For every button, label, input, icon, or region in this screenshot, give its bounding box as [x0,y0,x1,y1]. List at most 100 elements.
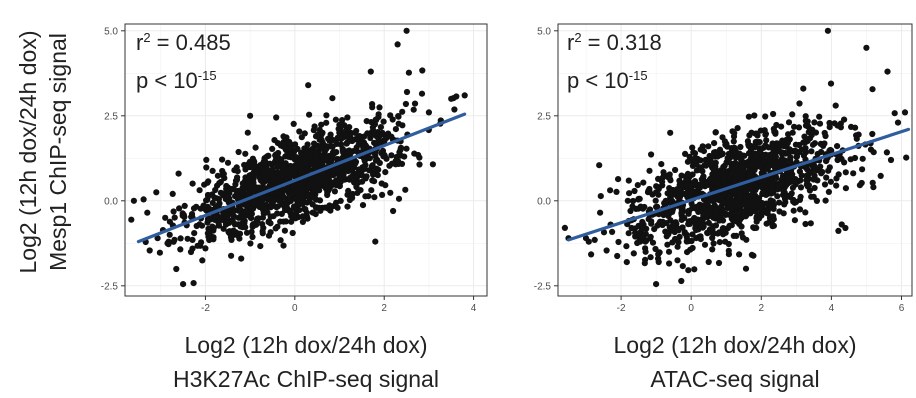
scatter-point [785,140,791,146]
scatter-point [719,151,725,157]
scatter-point [615,176,621,182]
scatter-point [810,142,816,148]
scatter-point [778,124,784,130]
scatter-point [333,117,339,123]
scatter-point [278,237,284,243]
scatter-point [247,240,253,246]
scatter-point [290,230,296,236]
scatter-point [378,124,384,130]
scatter-point [225,160,231,166]
scatter-point [310,210,316,216]
r-squared-value: = 0.485 [151,30,231,55]
scatter-point [793,154,799,160]
scatter-point [767,215,773,221]
scatter-point [706,157,712,163]
scatter-point [347,175,353,181]
scatter-point [338,178,344,184]
scatter-point [760,189,766,195]
scatter-point [212,187,218,193]
scatter-point [705,143,711,149]
scatter-point [723,230,729,236]
scatter-point [791,208,797,214]
scatter-point [426,109,432,115]
scatter-point [797,206,803,212]
scatter-point [680,263,686,269]
scatter-point [811,176,817,182]
x-tick-label: 2 [381,303,387,314]
scatter-point [287,152,293,158]
scatter-point [305,82,311,88]
scatter-point [201,182,207,188]
scatter-point [771,129,777,135]
scatter-point [389,161,395,167]
scatter-point [245,176,251,182]
scatter-point [823,198,829,204]
scatter-point [815,151,821,157]
scatter-point [257,243,263,249]
scatter-point [195,243,201,249]
scatter-point [717,239,723,245]
p-value-text: p < 10 [567,68,629,93]
y-tick-label: 0.0 [537,196,551,207]
scatter-point [260,230,266,236]
scatter-point [811,119,817,125]
r-squared-value: = 0.318 [582,30,662,55]
scatter-point [382,182,388,188]
scatter-point [660,169,666,175]
scatter-point [826,120,832,126]
scatter-point [826,189,832,195]
scatter-point [398,146,404,152]
scatter-point [685,267,691,273]
scatter-point [271,137,277,143]
scatter-point [746,193,752,199]
scatter-point [745,138,751,144]
scatter-point [878,173,884,179]
scatter-point [368,69,374,75]
scatter-point [786,119,792,125]
scatter-point [825,28,831,34]
scatter-point [756,215,762,221]
scatter-point [416,161,422,167]
scatter-point [376,104,382,110]
scatter-point [752,144,758,150]
scatter-point [739,230,745,236]
scatter-point [751,189,757,195]
scatter-point [903,155,909,161]
scatter-point [775,183,781,189]
scatter-point [180,213,186,219]
scatter-point [776,200,782,206]
scatter-point [165,241,171,247]
scatter-point [368,187,374,193]
scatter-point [255,169,261,175]
scatter-point [808,194,814,200]
scatter-point [850,170,856,176]
scatter-point [822,181,828,187]
scatter-point [170,191,176,197]
y-tick-label: 5.0 [104,26,118,37]
scatter-point [638,224,644,230]
scatter-point [771,223,777,229]
scatter-point [833,183,839,189]
scatter-point [153,189,159,195]
scatter-point [807,187,813,193]
scatter-point [833,175,839,181]
scatter-point [399,122,405,128]
x-tick-label: -2 [617,303,626,314]
scatter-point [716,260,722,266]
scatter-point [650,240,656,246]
scatter-point [210,168,216,174]
scatter-point [240,180,246,186]
r-squared-r: r [567,30,574,55]
scatter-point [633,206,639,212]
scatter-point [416,155,422,161]
scatter-point [245,130,251,136]
x-tick-label: 4 [829,303,835,314]
scatter-point [362,158,368,164]
scatter-point [884,69,890,75]
scatter-point [635,196,641,202]
scatter-point [762,157,768,163]
scatter-point [227,186,233,192]
scatter-point [801,153,807,159]
scatter-point [296,202,302,208]
scatter-point [204,197,210,203]
